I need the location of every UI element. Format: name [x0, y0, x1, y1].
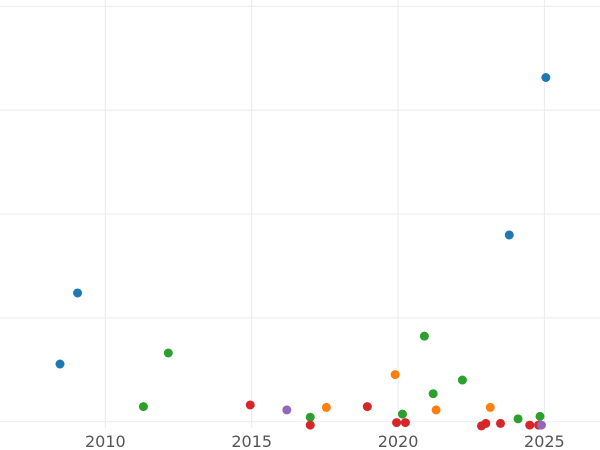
x-tick-label-2010: 2010 [85, 432, 126, 450]
data-point-s2-p0 [138, 402, 148, 412]
data-point-s3-p3 [392, 418, 402, 428]
data-point-s1-p1 [390, 370, 400, 380]
gridlines [0, 0, 600, 428]
data-point-s2-p2 [305, 412, 315, 422]
data-point-s2-p8 [535, 411, 545, 421]
data-point-s1-p3 [485, 402, 495, 412]
data-point-s3-p0 [245, 400, 255, 410]
data-point-s3-p4 [400, 418, 410, 428]
data-point-s0-p3 [541, 73, 551, 82]
data-point-s3-p6 [481, 418, 491, 428]
data-points [55, 73, 551, 431]
x-tick-label-2025: 2025 [524, 432, 565, 450]
data-point-s1-p2 [431, 405, 441, 415]
data-point-s0-p2 [504, 230, 514, 240]
data-point-s0-p0 [55, 359, 65, 369]
data-point-s4-p1 [536, 420, 546, 430]
data-point-s2-p5 [428, 389, 438, 399]
data-point-s2-p4 [419, 331, 429, 341]
data-point-s2-p1 [163, 348, 173, 358]
x-axis-tick-labels: 2010 2015 2020 2025 [85, 432, 565, 450]
x-tick-label-2020: 2020 [378, 432, 419, 450]
data-point-s2-p3 [397, 409, 407, 419]
x-tick-label-2015: 2015 [231, 432, 272, 450]
data-point-s3-p7 [495, 418, 505, 428]
data-point-s3-p8 [525, 420, 535, 430]
data-point-s1-p0 [321, 402, 331, 412]
data-point-s0-p1 [73, 288, 83, 298]
data-point-s2-p7 [513, 414, 523, 424]
data-point-s3-p1 [305, 420, 315, 430]
data-point-s2-p6 [457, 375, 467, 385]
data-point-s4-p0 [282, 405, 292, 415]
data-point-s3-p2 [362, 402, 372, 412]
